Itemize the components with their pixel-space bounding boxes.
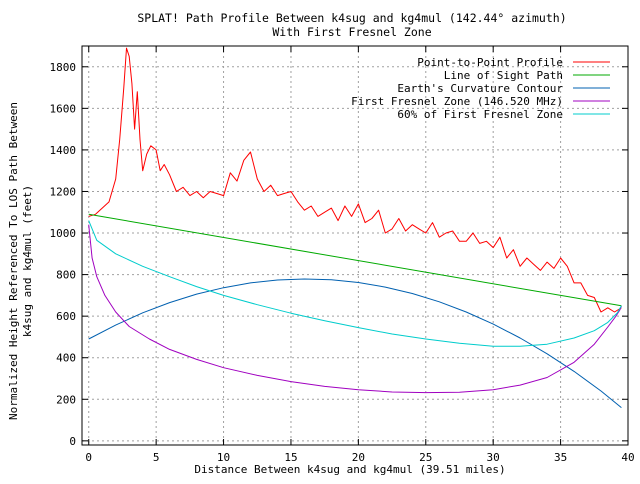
x-tick-label: 35 [554, 451, 567, 464]
x-axis-label: Distance Between k4sug and kg4mul (39.51… [194, 463, 505, 476]
y-tick-label: 600 [56, 310, 76, 323]
legend-label: Earth's Curvature Contour [397, 82, 563, 95]
x-tick-label: 40 [621, 451, 634, 464]
series-line-60-of-first-fresnel-zone [88, 220, 622, 347]
chart-subtitle: With First Fresnel Zone [272, 25, 431, 39]
plot-frame [81, 45, 629, 446]
x-tick-label: 25 [419, 451, 432, 464]
y-tick-label: 1000 [50, 227, 77, 240]
y-tick-label: 400 [56, 352, 76, 365]
series-line-earth-s-curvature-contour [88, 278, 622, 408]
y-tick-label: 0 [69, 435, 76, 448]
y-tick-label: 1800 [50, 61, 77, 74]
legend-label: 60% of First Fresnel Zone [397, 108, 563, 121]
x-tick-label: 5 [153, 451, 160, 464]
series-line-first-fresnel-zone-146-520-mhz [88, 224, 622, 394]
series-line-line-of-sight-path [88, 213, 622, 307]
x-tick-label: 10 [217, 451, 230, 464]
x-tick-label: 15 [284, 451, 297, 464]
legend-label: Line of Sight Path [444, 69, 563, 82]
series-line-point-to-point-profile [88, 47, 622, 313]
y-axis-label-line1: Normalized Height Referenced To LOS Path… [7, 102, 20, 420]
grid [82, 46, 629, 445]
x-tick-label: 0 [85, 451, 92, 464]
chart-title: SPLAT! Path Profile Between k4sug and kg… [137, 11, 566, 25]
y-axis-label-line2: k4sug and kg4mul (feet) [21, 185, 34, 337]
y-tick-label: 1200 [50, 185, 77, 198]
plot-series [88, 47, 622, 408]
x-tick-label: 30 [487, 451, 500, 464]
legend-label: First Fresnel Zone (146.520 MHz) [351, 95, 563, 108]
y-tick-label: 800 [56, 269, 76, 282]
x-tick-label: 20 [352, 451, 365, 464]
y-tick-label: 200 [56, 393, 76, 406]
axes: 0 5 10 15 20 25 30 35 40020040060080010001200140… [50, 46, 635, 464]
y-tick-label: 1600 [50, 102, 77, 115]
y-tick-label: 1400 [50, 144, 77, 157]
legend-label: Point-to-Point Profile [417, 56, 563, 69]
